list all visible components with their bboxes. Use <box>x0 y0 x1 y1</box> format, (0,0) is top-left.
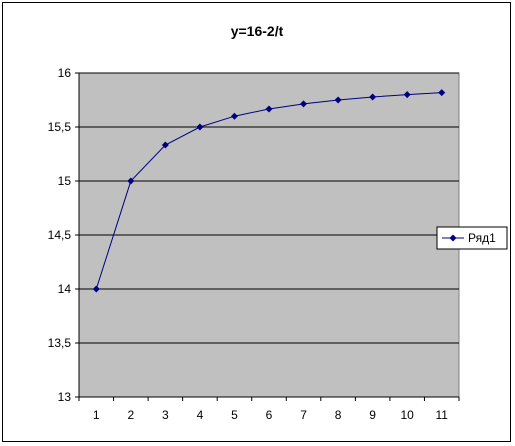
legend: Ряд1 <box>436 226 508 250</box>
x-tick-label: 6 <box>266 408 273 422</box>
data-point-marker <box>300 100 308 108</box>
x-tick-label: 11 <box>435 408 448 422</box>
series-group <box>92 89 446 293</box>
y-tick-label: 14,5 <box>48 228 72 242</box>
y-tick-label: 13 <box>58 390 72 404</box>
y-tick-label: 15 <box>58 174 72 188</box>
grid-lines <box>79 72 459 344</box>
x-tick-label: 10 <box>401 408 415 422</box>
y-tick-label: 16 <box>58 66 72 80</box>
x-tick-label: 8 <box>335 408 342 422</box>
x-tick-label: 1 <box>93 408 100 422</box>
legend-label: Ряд1 <box>468 231 496 245</box>
data-point-marker <box>196 123 204 131</box>
x-tick-label: 4 <box>197 408 204 422</box>
x-tick-label: 5 <box>231 408 238 422</box>
x-tick-label: 3 <box>162 408 169 422</box>
chart-title: y=16-2/t <box>231 23 284 39</box>
y-tick-label: 15,5 <box>48 120 72 134</box>
data-point-marker <box>230 112 238 120</box>
x-tick-label: 2 <box>127 408 134 422</box>
x-tick-label: 9 <box>369 408 376 422</box>
data-point-marker <box>403 91 411 99</box>
data-point-marker <box>92 285 100 293</box>
data-point-marker <box>161 141 169 149</box>
legend-marker-icon <box>449 234 457 242</box>
data-point-marker <box>265 105 273 113</box>
y-tick-label: 13,5 <box>48 336 72 350</box>
y-tick-label: 14 <box>58 282 72 296</box>
x-axis: 1 2 3 4 5 6 7 8 9 10 11 <box>78 396 460 422</box>
x-tick-label: 7 <box>300 408 307 422</box>
legend-box <box>436 226 508 250</box>
y-axis: 13 13,5 14 14,5 15 15,5 16 <box>48 66 80 404</box>
data-point-marker <box>369 93 377 101</box>
data-point-marker <box>334 96 342 104</box>
data-point-marker <box>438 89 446 97</box>
